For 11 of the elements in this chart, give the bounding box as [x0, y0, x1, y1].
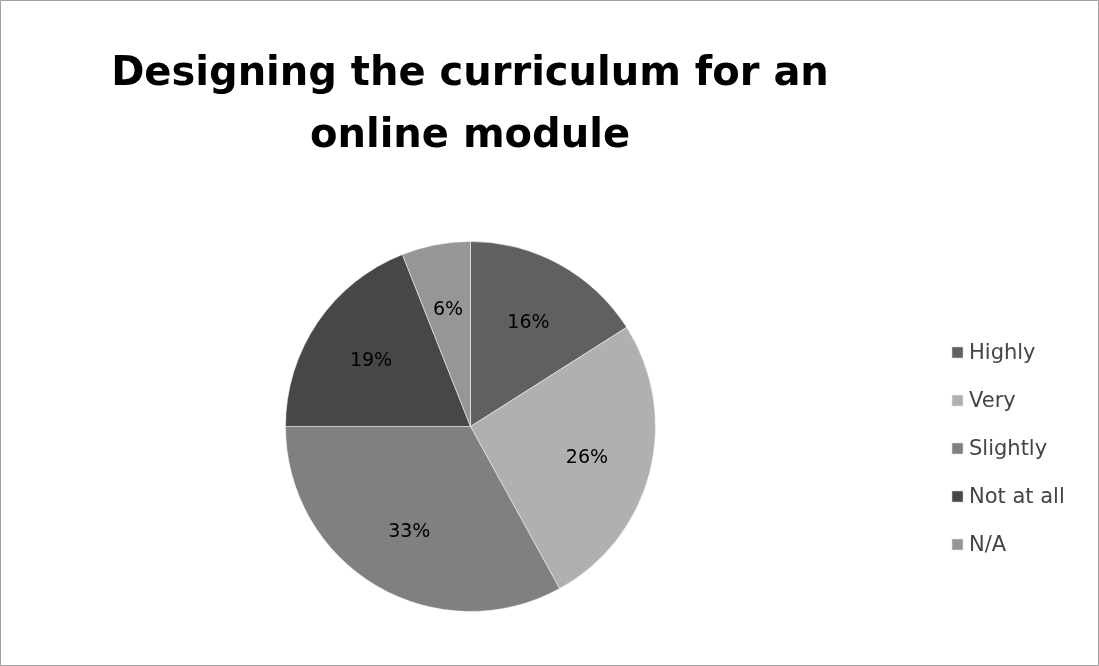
- data-label: 26%: [565, 445, 609, 468]
- legend-label: Very: [969, 388, 1016, 412]
- data-label: 16%: [507, 310, 550, 333]
- data-label: 19%: [349, 347, 393, 370]
- legend-label: Highly: [969, 340, 1036, 364]
- legend-label: Slightly: [969, 436, 1048, 460]
- chart-title: Designing the curriculum for an online module: [111, 47, 829, 156]
- legend-label: Not at all: [969, 484, 1065, 508]
- legend-label: N/A: [969, 532, 1007, 556]
- data-label: 33%: [388, 519, 431, 541]
- data-label: 6%: [432, 297, 464, 320]
